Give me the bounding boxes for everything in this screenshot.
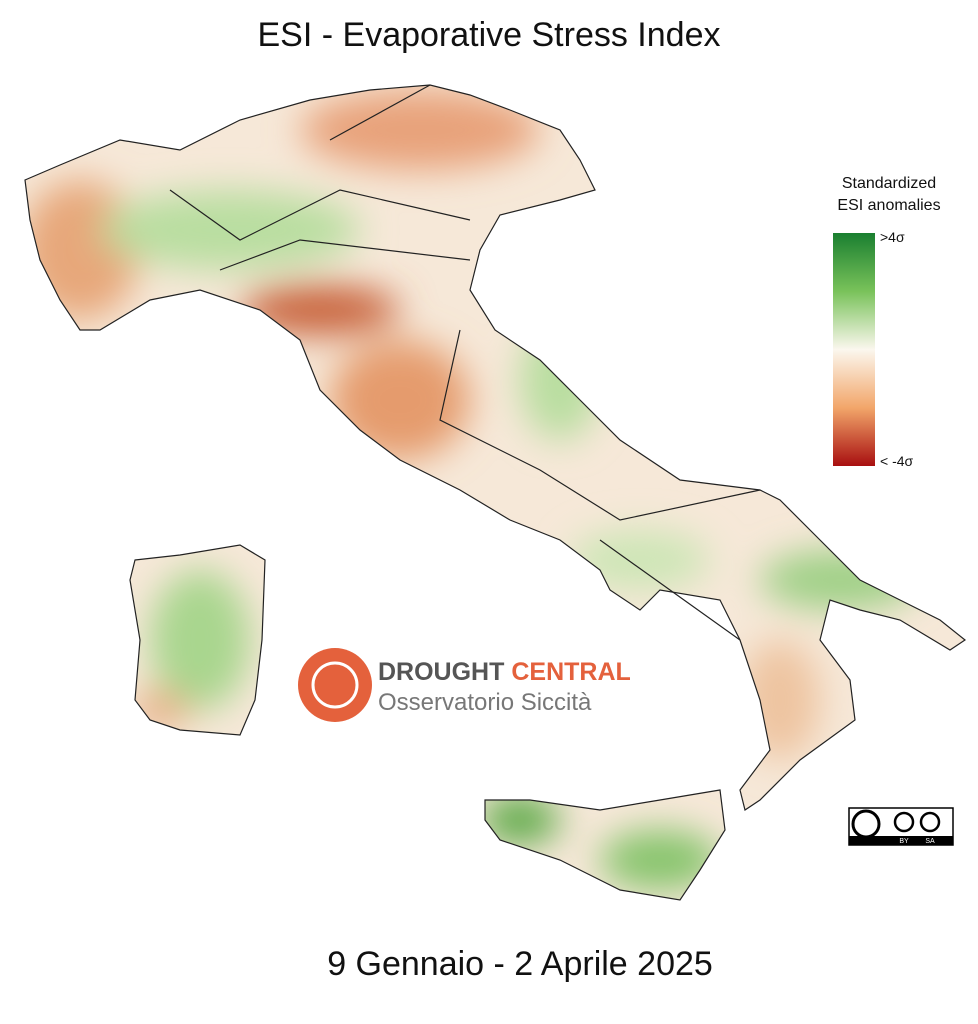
cc-license: BY SA xyxy=(848,807,954,846)
logo-word: DROUGHT xyxy=(378,658,504,686)
title: ESI - Evaporative Stress Index xyxy=(258,16,721,54)
boundaries xyxy=(24,84,967,901)
period: 9 Gennaio - 2 Aprile 2025 xyxy=(327,945,713,983)
cc-by: BY xyxy=(899,838,909,845)
logo-word: CENTRAL xyxy=(511,658,630,686)
cc-sa: SA xyxy=(925,838,935,845)
logo-badge xyxy=(298,648,372,722)
legend-max: >4σ xyxy=(880,229,905,245)
legend-title: ESI anomalies xyxy=(837,197,940,214)
logo: DROUGHT CENTRAL Osservatorio Siccità xyxy=(298,648,631,722)
color-bar xyxy=(833,233,875,466)
logo-icon xyxy=(311,661,359,709)
esi-map xyxy=(25,85,965,900)
legend-min: < -4σ xyxy=(880,453,914,469)
legend-title: Standardized xyxy=(842,175,936,192)
logo-subtitle: Osservatorio Siccità xyxy=(378,689,592,716)
logo-text: DROUGHT CENTRAL xyxy=(378,658,631,686)
